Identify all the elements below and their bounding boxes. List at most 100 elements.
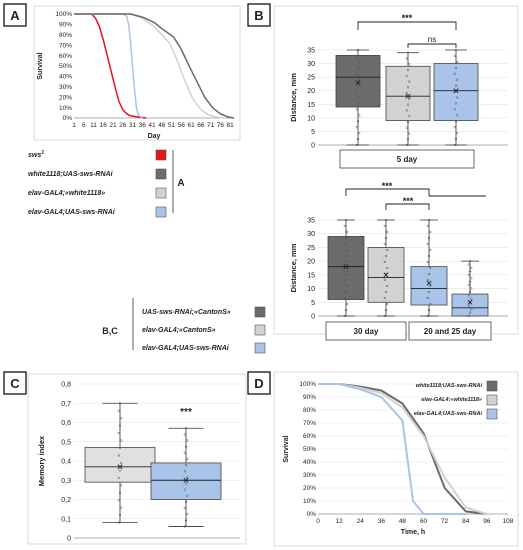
data-point bbox=[183, 506, 186, 510]
data-point bbox=[454, 66, 458, 69]
data-point bbox=[186, 494, 189, 497]
legend-d-swatch bbox=[486, 408, 498, 420]
data-point bbox=[405, 74, 408, 77]
data-point bbox=[456, 78, 459, 81]
y-tick-label: 0,7 bbox=[61, 401, 71, 408]
series-line-elav_white bbox=[74, 13, 225, 119]
x-tick-label: 21 bbox=[109, 122, 117, 129]
data-point bbox=[343, 224, 346, 228]
legend-a-superscript: 1 bbox=[41, 150, 44, 156]
data-point bbox=[456, 96, 459, 99]
data-point bbox=[467, 283, 470, 287]
significance-mark: *** bbox=[180, 407, 192, 418]
data-point bbox=[470, 287, 473, 290]
data-point bbox=[346, 266, 349, 270]
data-point bbox=[406, 103, 410, 106]
data-point bbox=[183, 451, 186, 454]
data-point bbox=[384, 290, 388, 294]
legend-a-group-letter: A bbox=[177, 178, 184, 189]
data-point bbox=[344, 254, 348, 258]
data-point bbox=[470, 266, 473, 270]
data-point bbox=[426, 242, 429, 246]
y-tick-label: 0,3 bbox=[61, 478, 71, 485]
significance-bracket bbox=[385, 203, 430, 210]
x-tick-label: 96 bbox=[483, 518, 491, 525]
box-white_rnai bbox=[335, 55, 381, 108]
box-elav_rnai bbox=[410, 266, 448, 306]
y-tick-label: 50% bbox=[59, 63, 72, 70]
legend-d-label: elav-GAL4;«white1118» bbox=[421, 397, 482, 403]
data-point bbox=[343, 314, 346, 318]
significance-mark: *** bbox=[403, 196, 414, 206]
y-tick-label: 0 bbox=[311, 314, 315, 321]
y-tick-label: 70% bbox=[59, 42, 72, 49]
data-point bbox=[183, 525, 186, 528]
data-point bbox=[429, 248, 432, 252]
data-point bbox=[454, 48, 458, 52]
data-point bbox=[454, 102, 458, 105]
data-point bbox=[346, 302, 349, 306]
data-point bbox=[344, 290, 348, 294]
x-tick-label: 56 bbox=[178, 122, 186, 129]
data-point bbox=[454, 137, 458, 141]
data-point bbox=[120, 439, 123, 442]
data-point bbox=[386, 266, 389, 270]
legend-a-label: elav-GAL4;UAS-sws-RNAi bbox=[28, 209, 116, 216]
y-tick-label: 20% bbox=[303, 485, 316, 492]
data-point bbox=[355, 126, 358, 129]
data-point bbox=[406, 68, 410, 72]
data-point bbox=[184, 427, 188, 430]
legend-a-swatch bbox=[155, 149, 167, 161]
x-tick-label: 48 bbox=[399, 518, 407, 525]
data-point bbox=[454, 120, 458, 123]
y-tick-label: 40% bbox=[303, 459, 316, 466]
panel-label: C bbox=[10, 376, 20, 391]
data-point bbox=[456, 114, 459, 117]
data-point bbox=[118, 469, 122, 472]
data-point bbox=[383, 314, 386, 318]
legend-a-swatch bbox=[155, 206, 167, 218]
x-tick-label: 51 bbox=[168, 122, 176, 129]
data-point bbox=[183, 470, 186, 473]
panel-label: B bbox=[254, 8, 263, 23]
y-tick-label: 60% bbox=[59, 53, 72, 60]
data-point bbox=[429, 266, 432, 270]
y-tick-label: 30 bbox=[307, 61, 315, 68]
legend-a-label: white1118;UAS-sws-RNAi bbox=[28, 171, 114, 178]
data-point bbox=[358, 114, 361, 117]
data-point bbox=[386, 248, 389, 252]
x-tick-label: 12 bbox=[335, 518, 343, 525]
data-point bbox=[408, 80, 411, 83]
data-point bbox=[427, 254, 431, 258]
data-point bbox=[383, 260, 386, 264]
data-point bbox=[427, 236, 431, 240]
y-tick-label: 100% bbox=[299, 381, 316, 388]
data-point bbox=[184, 500, 188, 504]
y-tick-label: 15 bbox=[307, 272, 315, 279]
group-label: 30 day bbox=[354, 327, 379, 336]
data-point bbox=[358, 78, 361, 81]
x-tick-label: 11 bbox=[90, 122, 97, 129]
data-point bbox=[356, 48, 360, 52]
data-point bbox=[117, 521, 120, 524]
data-point bbox=[118, 491, 122, 494]
mean-marker bbox=[453, 88, 459, 94]
x-tick-label: 0 bbox=[316, 518, 320, 525]
data-point bbox=[344, 218, 348, 222]
data-point bbox=[468, 270, 472, 273]
y-tick-label: 80% bbox=[59, 32, 72, 39]
y-tick-label: 0,8 bbox=[61, 382, 71, 389]
x-tick-label: 71 bbox=[207, 122, 215, 129]
data-point bbox=[118, 513, 122, 517]
data-point bbox=[454, 84, 458, 87]
x-tick-label: 31 bbox=[129, 122, 137, 129]
y-tick-label: 0,4 bbox=[61, 459, 71, 466]
data-point bbox=[467, 314, 470, 318]
group-label-box bbox=[325, 321, 407, 341]
box-elav_rnai bbox=[451, 293, 489, 317]
data-point bbox=[408, 115, 411, 118]
group-label: 5 day bbox=[397, 155, 418, 164]
significance-bracket bbox=[345, 188, 430, 196]
y-tick-label: 30% bbox=[59, 84, 72, 91]
y-tick-label: 100% bbox=[55, 11, 72, 18]
